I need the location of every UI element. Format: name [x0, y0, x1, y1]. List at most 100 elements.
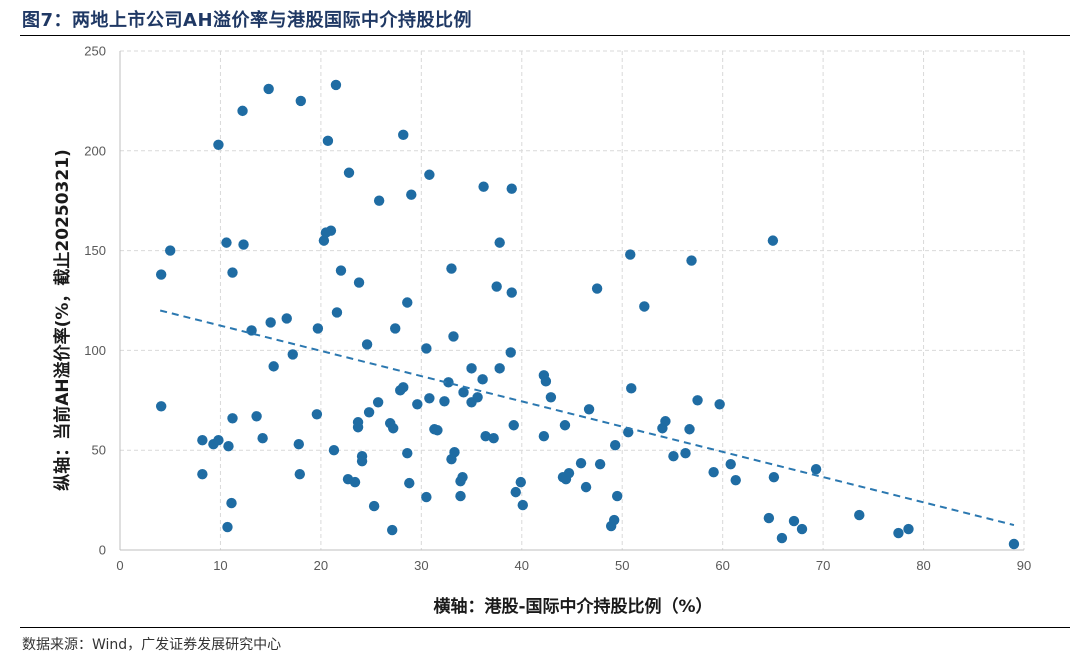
data-point — [352, 417, 364, 428]
data-point — [361, 339, 373, 350]
data-point — [478, 181, 489, 192]
data-point — [287, 349, 298, 360]
data-point — [398, 129, 409, 141]
data-point — [580, 481, 592, 493]
data-point — [893, 527, 904, 539]
data-point — [312, 323, 324, 334]
data-point — [222, 521, 233, 533]
data-point — [776, 532, 788, 544]
trendline — [159, 309, 1015, 527]
data-point — [402, 297, 413, 308]
x-tick-label: 30 — [414, 558, 428, 573]
data-point — [421, 491, 432, 503]
x-tick-label: 20 — [314, 558, 328, 573]
data-point — [609, 440, 621, 451]
data-point — [155, 401, 167, 412]
data-point — [506, 183, 517, 194]
data-point — [322, 135, 334, 147]
trendline-path — [159, 309, 1015, 527]
data-point — [356, 455, 368, 467]
data-point — [318, 235, 330, 246]
data-point — [1008, 538, 1020, 550]
y-tick-label: 50 — [92, 443, 106, 458]
grid-lines — [120, 50, 1025, 550]
data-point — [372, 397, 384, 408]
data-point — [265, 317, 276, 328]
data-point — [221, 237, 232, 248]
data-point — [293, 439, 304, 450]
data-point — [404, 477, 415, 489]
data-point — [594, 458, 606, 470]
data-point — [432, 425, 443, 436]
data-point — [455, 490, 466, 502]
data-point — [197, 435, 208, 446]
data-point — [612, 490, 623, 502]
data-point — [335, 265, 347, 276]
data-point — [390, 323, 401, 334]
data-point — [223, 441, 234, 452]
data-point — [263, 83, 274, 95]
x-tick-label: 70 — [816, 558, 830, 573]
data-point — [398, 382, 409, 393]
data-point — [388, 423, 399, 434]
data-point — [363, 407, 375, 418]
data-point — [517, 499, 528, 511]
data-point — [810, 463, 822, 475]
data-point — [330, 79, 342, 91]
data-point — [488, 433, 499, 444]
data-point — [725, 458, 736, 470]
data-point — [788, 515, 800, 527]
data-point — [412, 399, 423, 410]
data-point — [458, 387, 469, 398]
top-rule — [20, 35, 1070, 36]
data-point — [680, 447, 691, 459]
data-point — [331, 307, 343, 318]
data-point — [311, 409, 323, 420]
x-tick-label: 90 — [1017, 558, 1031, 573]
data-point — [237, 105, 248, 117]
x-tick-label: 10 — [213, 558, 227, 573]
data-point — [443, 377, 454, 388]
data-point — [684, 424, 695, 435]
data-point — [251, 411, 262, 422]
axes — [119, 51, 1024, 551]
data-point — [668, 450, 679, 462]
data-point — [295, 95, 306, 107]
data-point — [325, 225, 337, 236]
data-point — [268, 361, 279, 372]
data-point — [540, 376, 552, 387]
y-axis-title: 纵轴：当前AH溢价率(%，截止20250321) — [52, 149, 73, 491]
data-point — [730, 474, 741, 486]
data-point — [424, 169, 435, 180]
data-point — [575, 457, 587, 469]
data-point — [768, 471, 780, 483]
data-point — [387, 524, 398, 536]
data-point — [257, 433, 268, 444]
data-point — [903, 523, 914, 535]
data-point — [796, 523, 808, 535]
y-tick-label: 100 — [84, 343, 106, 358]
data-points — [155, 79, 1020, 550]
data-point — [197, 468, 208, 480]
data-point — [708, 466, 719, 478]
x-tick-label: 60 — [715, 558, 729, 573]
data-point — [491, 281, 502, 292]
x-tick-labels: 0 10 20 30 40 50 60 70 80 90 — [116, 558, 1031, 573]
figure-title: 图7：两地上市公司AH溢价率与港股国际中介持股比例 — [22, 10, 473, 31]
x-tick-label: 40 — [515, 558, 529, 573]
data-point — [353, 277, 365, 288]
data-point — [368, 500, 380, 512]
data-point — [402, 447, 413, 459]
data-point — [424, 393, 435, 404]
x-tick-label: 80 — [916, 558, 930, 573]
data-point — [466, 363, 477, 374]
data-point — [446, 263, 457, 274]
data-point — [767, 235, 779, 246]
data-point — [349, 476, 361, 488]
data-point — [472, 392, 483, 403]
y-tick-label: 0 — [99, 543, 106, 558]
data-point — [692, 395, 703, 406]
data-point — [508, 420, 519, 431]
data-point — [559, 420, 571, 431]
